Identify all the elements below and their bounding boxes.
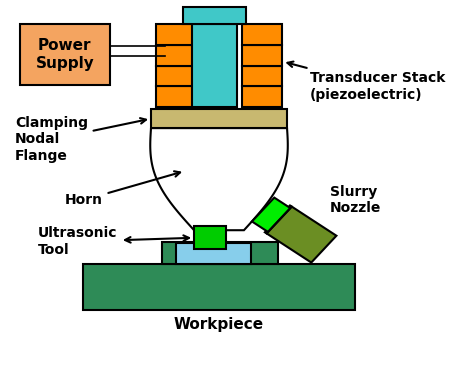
- Polygon shape: [150, 128, 288, 230]
- Bar: [242, 86, 283, 107]
- Polygon shape: [252, 198, 291, 232]
- Bar: [83, 264, 355, 310]
- Bar: [242, 66, 283, 86]
- Text: Clamping
Nodal
Flange: Clamping Nodal Flange: [15, 116, 146, 163]
- Bar: [155, 45, 196, 66]
- Bar: [163, 242, 278, 264]
- Bar: [19, 24, 110, 85]
- Bar: [242, 45, 283, 66]
- Text: Ultrasonic
Tool: Ultrasonic Tool: [37, 226, 189, 257]
- Text: Power
Supply: Power Supply: [36, 38, 94, 70]
- Text: Slurry
Nozzle: Slurry Nozzle: [330, 185, 382, 215]
- Bar: [183, 7, 246, 24]
- Text: Horn: Horn: [65, 171, 180, 207]
- Bar: [155, 66, 196, 86]
- Bar: [242, 24, 283, 45]
- Polygon shape: [265, 205, 337, 263]
- Bar: [155, 86, 196, 107]
- Bar: [151, 109, 287, 128]
- Bar: [155, 24, 196, 45]
- Text: Transducer Stack
(piezoelectric): Transducer Stack (piezoelectric): [287, 62, 445, 102]
- Bar: [192, 24, 237, 107]
- Bar: [176, 243, 251, 264]
- Text: Workpiece: Workpiece: [174, 317, 264, 332]
- Bar: [194, 226, 226, 249]
